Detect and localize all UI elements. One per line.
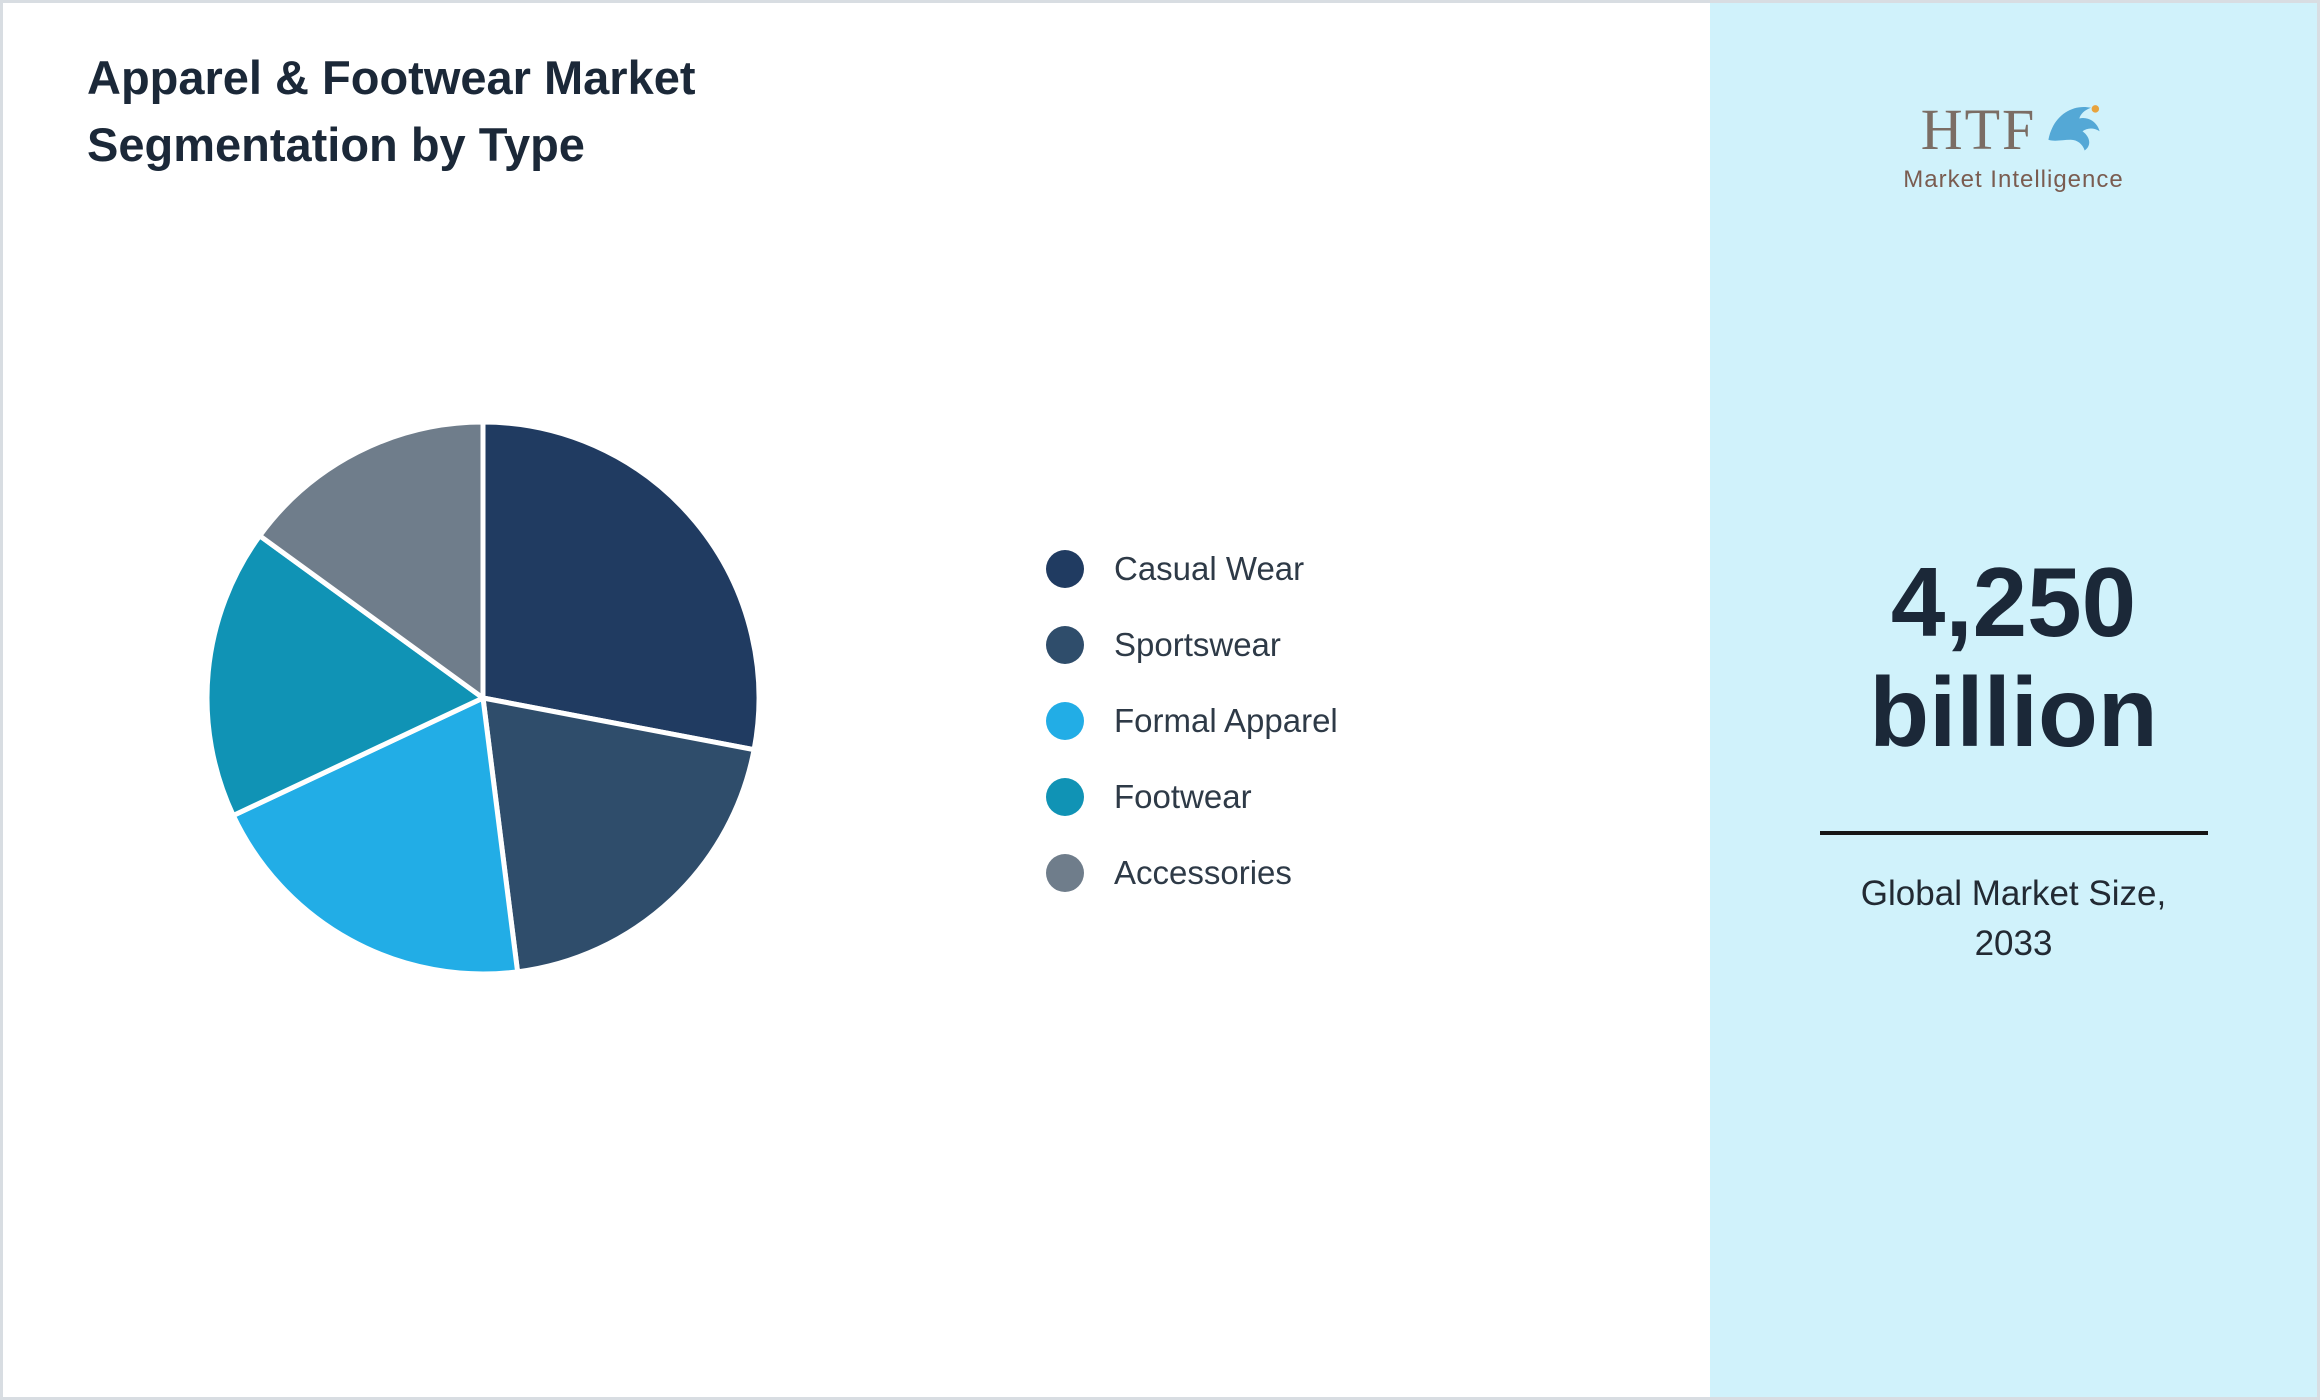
divider-line	[1819, 831, 2208, 835]
legend-label: Casual Wear	[1114, 550, 1305, 587]
legend-label: Footwear	[1114, 778, 1252, 815]
pie-slice-sportswear	[480, 695, 757, 975]
sidebar-panel: HTF Market Intelligence 4,250 billion Gl…	[1710, 3, 2317, 1397]
chart-title: Apparel & Footwear Market Segmentation b…	[87, 51, 696, 171]
logo-subtext: Market Intelligence	[1903, 166, 2124, 193]
legend-color-dot	[1046, 854, 1084, 892]
htf-logo: HTF Market Intelligence	[1710, 95, 2317, 194]
legend-label: Accessories	[1114, 854, 1292, 891]
legend-label: Formal Apparel	[1114, 702, 1338, 739]
legend-color-dot	[1046, 778, 1084, 816]
market-size-unit: billion	[1869, 656, 2158, 767]
pie-slice-footwear	[204, 533, 486, 819]
market-size-value: 4,250 billion	[1710, 547, 2317, 768]
legend-color-dot	[1046, 626, 1084, 664]
legend-item-accessories: Accessories	[1046, 835, 1338, 911]
market-size-caption: Global Market Size, 2033	[1860, 874, 2167, 963]
legend-item-footwear: Footwear	[1046, 759, 1338, 835]
legend-item-sportswear: Sportswear	[1046, 607, 1338, 683]
market-size-number: 4,250	[1890, 547, 2137, 657]
legend-label: Sportswear	[1114, 626, 1281, 663]
logo-text: HTF	[1920, 97, 2037, 162]
pie-chart	[204, 419, 762, 977]
chart-legend: Casual Wear Sportswear Formal Apparel Footw…	[1046, 531, 1338, 911]
pie-slice-formal-apparel	[230, 695, 521, 977]
legend-color-dot	[1046, 550, 1084, 588]
legend-item-casual-wear: Casual Wear	[1046, 531, 1338, 607]
pie-slice-casual-wear	[480, 419, 762, 753]
pie-slice-accessories	[257, 419, 486, 701]
pie-chart-container	[203, 418, 763, 978]
legend-color-dot	[1046, 702, 1084, 740]
dolphin-icon	[2042, 95, 2106, 164]
legend-item-formal-apparel: Formal Apparel	[1046, 683, 1338, 759]
